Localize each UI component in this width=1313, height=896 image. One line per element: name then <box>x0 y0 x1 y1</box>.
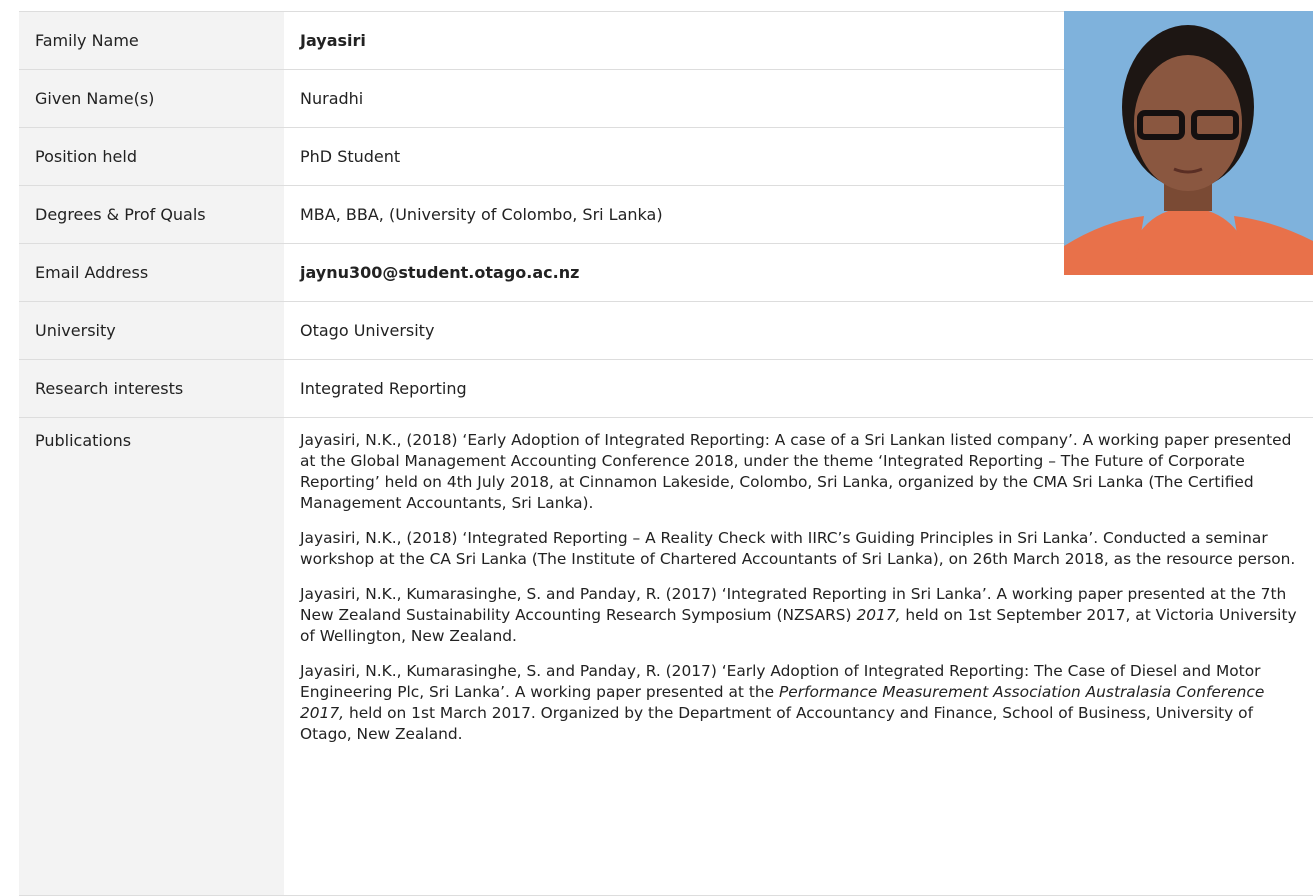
row-label: Research interests <box>19 360 284 417</box>
row-value: Otago University <box>284 302 1313 359</box>
profile-photo <box>1064 11 1313 275</box>
publication: Jayasiri, N.K., (2018) ‘Early Adoption o… <box>300 430 1301 514</box>
publication-text: Jayasiri, N.K., (2018) ‘Integrated Repor… <box>300 529 1295 568</box>
row-value: Integrated Reporting <box>284 360 1313 417</box>
row-label: Family Name <box>19 12 284 69</box>
publication-text: held on 1st March 2017. Organized by the… <box>300 704 1253 743</box>
publication-text: 2017, <box>856 606 900 624</box>
publication-text: Jayasiri, N.K., (2018) ‘Early Adoption o… <box>300 431 1291 512</box>
publication: Jayasiri, N.K., (2018) ‘Integrated Repor… <box>300 528 1301 570</box>
row-label: Publications <box>19 418 284 895</box>
row-label: Given Name(s) <box>19 70 284 127</box>
row-label: University <box>19 302 284 359</box>
row-label: Degrees & Prof Quals <box>19 186 284 243</box>
row-label: Position held <box>19 128 284 185</box>
row-label: Email Address <box>19 244 284 301</box>
publication: Jayasiri, N.K., Kumarasinghe, S. and Pan… <box>300 661 1301 745</box>
publication: Jayasiri, N.K., Kumarasinghe, S. and Pan… <box>300 584 1301 647</box>
page: Family NameJayasiriGiven Name(s)NuradhiP… <box>0 0 1313 893</box>
publication-list: Jayasiri, N.K., (2018) ‘Early Adoption o… <box>284 418 1313 895</box>
